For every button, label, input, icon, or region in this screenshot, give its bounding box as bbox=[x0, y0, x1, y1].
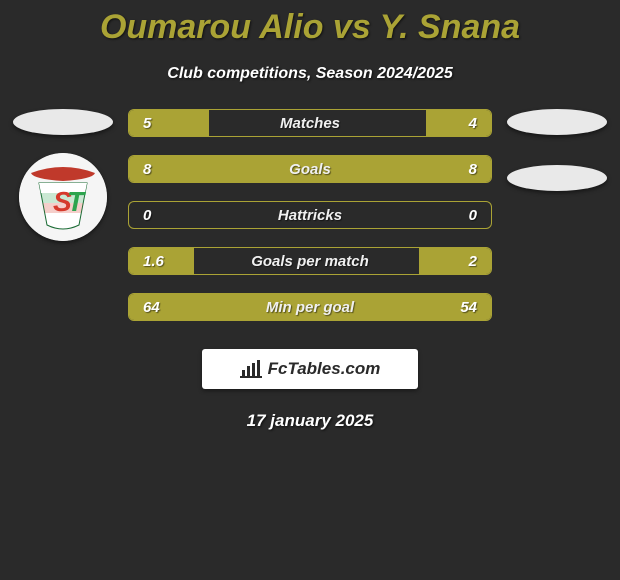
stat-right-value: 0 bbox=[431, 207, 491, 224]
stat-left-value: 8 bbox=[129, 161, 189, 178]
player-photo-placeholder-right-2 bbox=[507, 165, 607, 191]
stats-center: 5Matches4 8Goals8 0Hattricks0 1.6Goals per … bbox=[118, 109, 502, 321]
stat-right-value: 4 bbox=[431, 115, 491, 132]
stat-row: 0Hattricks0 bbox=[128, 201, 492, 229]
svg-text:T: T bbox=[67, 186, 87, 217]
stat-row: 5Matches4 bbox=[128, 109, 492, 137]
brand-box: FcTables.com bbox=[202, 349, 418, 389]
bar-chart-icon bbox=[240, 360, 262, 378]
player-photo-placeholder-right-1 bbox=[507, 109, 607, 135]
brand-text: FcTables.com bbox=[268, 359, 381, 379]
stat-row: 1.6Goals per match2 bbox=[128, 247, 492, 275]
club-badge-left: S T bbox=[19, 153, 107, 241]
stat-left-value: 5 bbox=[129, 115, 189, 132]
stat-left-value: 1.6 bbox=[129, 253, 189, 270]
page-title: Oumarou Alio vs Y. Snana bbox=[0, 0, 620, 47]
player-photo-placeholder-left bbox=[13, 109, 113, 135]
stat-right-value: 2 bbox=[431, 253, 491, 270]
stat-left-value: 0 bbox=[129, 207, 189, 224]
stat-label: Matches bbox=[189, 115, 431, 132]
stat-right-value: 54 bbox=[431, 299, 491, 316]
stat-label: Hattricks bbox=[189, 207, 431, 224]
stat-label: Min per goal bbox=[189, 299, 431, 316]
stat-label: Goals per match bbox=[189, 253, 431, 270]
club-badge-left-icon: S T bbox=[19, 153, 107, 241]
stat-row: 8Goals8 bbox=[128, 155, 492, 183]
stat-left-value: 64 bbox=[129, 299, 189, 316]
page-subtitle: Club competitions, Season 2024/2025 bbox=[0, 65, 620, 83]
stat-label: Goals bbox=[189, 161, 431, 178]
right-side bbox=[502, 109, 612, 321]
comparison-container: S T 5Matches4 8Goals8 0Hattricks0 1.6Goals … bbox=[0, 109, 620, 321]
date-text: 17 january 2025 bbox=[0, 411, 620, 431]
left-side: S T bbox=[8, 109, 118, 321]
stat-right-value: 8 bbox=[431, 161, 491, 178]
stat-row: 64Min per goal54 bbox=[128, 293, 492, 321]
